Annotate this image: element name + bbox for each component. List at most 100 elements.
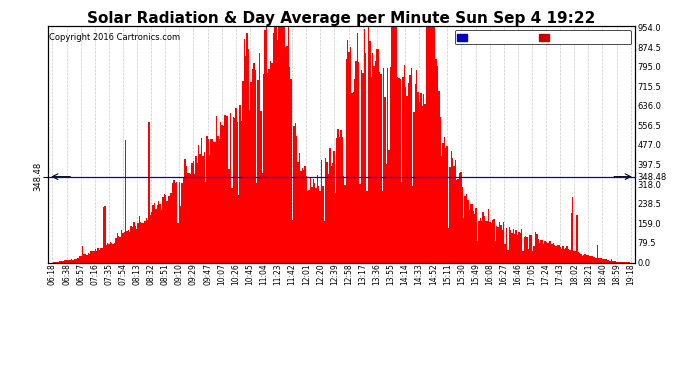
Bar bbox=[67, 260, 68, 262]
Bar bbox=[555, 246, 557, 262]
Bar bbox=[522, 251, 524, 262]
Bar bbox=[481, 220, 482, 262]
Bar bbox=[368, 27, 369, 262]
Bar bbox=[466, 194, 467, 262]
Bar bbox=[395, 27, 397, 262]
Bar bbox=[159, 204, 161, 262]
Bar bbox=[99, 250, 100, 262]
Bar bbox=[136, 230, 137, 262]
Bar bbox=[600, 258, 601, 262]
Bar bbox=[379, 72, 380, 262]
Bar bbox=[130, 226, 132, 262]
Bar bbox=[518, 232, 520, 262]
Bar bbox=[493, 219, 495, 262]
Bar bbox=[202, 156, 204, 262]
Bar bbox=[377, 49, 379, 262]
Bar bbox=[78, 258, 79, 262]
Bar bbox=[199, 154, 201, 262]
Bar bbox=[122, 233, 124, 262]
Bar bbox=[66, 260, 67, 262]
Bar bbox=[198, 145, 199, 262]
Bar bbox=[362, 73, 364, 262]
Bar bbox=[180, 206, 181, 262]
Bar bbox=[612, 261, 613, 262]
Bar bbox=[170, 193, 172, 262]
Bar bbox=[181, 183, 183, 262]
Bar bbox=[584, 254, 586, 262]
Bar bbox=[107, 243, 108, 262]
Bar bbox=[233, 117, 234, 262]
Bar bbox=[594, 257, 595, 262]
Bar bbox=[124, 232, 125, 262]
Bar bbox=[442, 143, 444, 262]
Bar bbox=[311, 187, 313, 262]
Bar bbox=[437, 66, 438, 262]
Bar bbox=[517, 235, 518, 262]
Bar bbox=[526, 237, 528, 262]
Bar bbox=[257, 80, 259, 262]
Bar bbox=[256, 183, 257, 262]
Bar bbox=[480, 218, 481, 262]
Bar bbox=[322, 186, 324, 262]
Bar bbox=[230, 113, 231, 262]
Bar bbox=[412, 186, 413, 262]
Bar bbox=[538, 239, 539, 262]
Bar bbox=[195, 156, 197, 262]
Bar bbox=[282, 27, 284, 262]
Bar bbox=[262, 172, 263, 262]
Bar bbox=[237, 122, 238, 262]
Bar bbox=[239, 105, 241, 262]
Bar bbox=[144, 221, 146, 262]
Bar bbox=[271, 63, 273, 262]
Bar bbox=[300, 171, 302, 262]
Bar bbox=[187, 174, 188, 262]
Bar bbox=[344, 185, 346, 262]
Bar bbox=[111, 243, 112, 262]
Bar bbox=[393, 27, 394, 262]
Bar bbox=[348, 52, 350, 262]
Bar bbox=[234, 118, 235, 262]
Bar bbox=[260, 111, 262, 262]
Bar bbox=[611, 259, 612, 262]
Bar bbox=[428, 27, 430, 262]
Bar bbox=[339, 137, 340, 262]
Bar bbox=[284, 27, 285, 262]
Bar bbox=[353, 93, 354, 262]
Bar bbox=[63, 261, 64, 262]
Bar bbox=[217, 136, 219, 262]
Bar bbox=[129, 232, 130, 262]
Bar bbox=[89, 254, 90, 262]
Bar bbox=[433, 27, 434, 262]
Bar bbox=[402, 78, 404, 262]
Bar bbox=[593, 257, 594, 262]
Bar bbox=[93, 251, 95, 262]
Bar bbox=[296, 136, 297, 262]
Bar bbox=[453, 166, 455, 262]
Bar bbox=[154, 203, 155, 262]
Bar bbox=[427, 27, 428, 262]
Bar bbox=[250, 82, 252, 262]
Bar bbox=[452, 158, 453, 262]
Bar bbox=[566, 246, 568, 262]
Bar bbox=[248, 50, 249, 262]
Bar bbox=[511, 233, 513, 262]
Bar bbox=[365, 53, 366, 262]
Bar bbox=[151, 211, 152, 262]
Bar bbox=[340, 130, 342, 262]
Bar bbox=[244, 39, 245, 262]
Bar bbox=[285, 47, 286, 262]
Bar bbox=[110, 242, 111, 262]
Bar bbox=[279, 27, 281, 262]
Bar bbox=[608, 260, 609, 262]
Bar bbox=[249, 110, 250, 262]
Bar bbox=[83, 254, 85, 262]
Bar bbox=[304, 166, 306, 262]
Bar bbox=[179, 182, 180, 262]
Bar bbox=[457, 179, 459, 262]
Bar bbox=[155, 209, 157, 262]
Bar bbox=[137, 223, 139, 262]
Bar bbox=[553, 243, 554, 262]
Bar bbox=[216, 116, 217, 262]
Bar bbox=[448, 228, 449, 262]
Bar bbox=[467, 200, 469, 262]
